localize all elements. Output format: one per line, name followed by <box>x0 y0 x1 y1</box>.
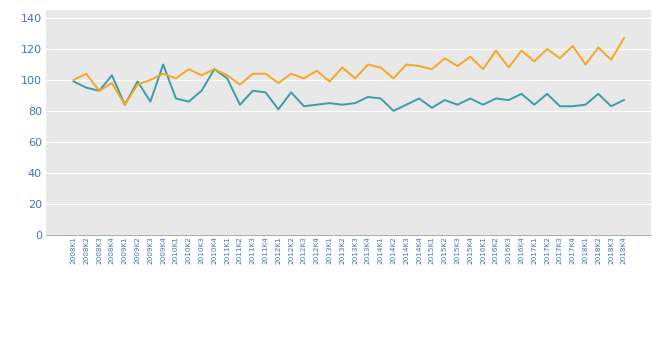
GDP <box>377 66 385 70</box>
Greenhouse gas emissions <box>415 97 423 101</box>
Line: GDP: GDP <box>74 38 624 105</box>
GDP <box>428 67 436 71</box>
GDP <box>556 56 564 60</box>
Greenhouse gas emissions <box>390 109 397 113</box>
GDP <box>441 56 449 60</box>
GDP <box>95 89 103 93</box>
Greenhouse gas emissions <box>223 76 231 80</box>
Greenhouse gas emissions <box>505 98 513 102</box>
GDP <box>403 62 411 67</box>
GDP <box>134 82 141 87</box>
Greenhouse gas emissions <box>185 99 193 104</box>
Greenhouse gas emissions <box>313 102 320 107</box>
Greenhouse gas emissions <box>274 107 282 111</box>
GDP <box>492 49 500 53</box>
GDP <box>147 78 155 82</box>
GDP <box>607 58 615 62</box>
GDP <box>70 78 78 82</box>
Greenhouse gas emissions <box>108 73 116 77</box>
Greenhouse gas emissions <box>441 98 449 102</box>
GDP <box>274 81 282 85</box>
GDP <box>505 66 513 70</box>
Greenhouse gas emissions <box>211 67 218 71</box>
GDP <box>467 55 474 59</box>
GDP <box>262 72 270 76</box>
GDP <box>185 67 193 71</box>
GDP <box>582 62 590 67</box>
Greenhouse gas emissions <box>326 101 334 105</box>
GDP <box>108 81 116 85</box>
GDP <box>569 44 576 48</box>
Greenhouse gas emissions <box>518 92 526 96</box>
GDP <box>249 72 257 76</box>
Greenhouse gas emissions <box>556 104 564 108</box>
Greenhouse gas emissions <box>582 102 590 107</box>
GDP <box>543 47 551 51</box>
Greenhouse gas emissions <box>492 97 500 101</box>
GDP <box>390 76 397 80</box>
Greenhouse gas emissions <box>543 92 551 96</box>
GDP <box>236 82 244 87</box>
GDP <box>300 76 308 80</box>
GDP <box>172 76 180 80</box>
Greenhouse gas emissions <box>338 102 346 107</box>
GDP <box>197 73 205 77</box>
Greenhouse gas emissions <box>620 98 628 102</box>
Greenhouse gas emissions <box>467 97 474 101</box>
GDP <box>223 73 231 77</box>
Greenhouse gas emissions <box>134 79 141 83</box>
GDP <box>530 59 538 63</box>
GDP <box>313 69 320 73</box>
Greenhouse gas emissions <box>607 104 615 108</box>
Greenhouse gas emissions <box>530 102 538 107</box>
GDP <box>594 46 602 50</box>
Greenhouse gas emissions <box>569 104 576 108</box>
Greenhouse gas emissions <box>364 95 372 99</box>
Greenhouse gas emissions <box>479 102 487 107</box>
Greenhouse gas emissions <box>147 99 155 104</box>
GDP <box>479 67 487 71</box>
Greenhouse gas emissions <box>172 97 180 101</box>
GDP <box>351 76 359 80</box>
Greenhouse gas emissions <box>351 101 359 105</box>
Greenhouse gas emissions <box>287 90 295 95</box>
GDP <box>364 62 372 67</box>
Greenhouse gas emissions <box>197 89 205 93</box>
Greenhouse gas emissions <box>236 102 244 107</box>
Greenhouse gas emissions <box>453 102 461 107</box>
Greenhouse gas emissions <box>377 97 385 101</box>
Greenhouse gas emissions <box>403 102 411 107</box>
GDP <box>338 66 346 70</box>
GDP <box>211 67 218 71</box>
Greenhouse gas emissions <box>121 102 129 107</box>
Greenhouse gas emissions <box>95 89 103 93</box>
Greenhouse gas emissions <box>428 106 436 110</box>
GDP <box>453 64 461 68</box>
GDP <box>82 72 90 76</box>
Greenhouse gas emissions <box>249 89 257 93</box>
GDP <box>620 36 628 40</box>
Greenhouse gas emissions <box>82 86 90 90</box>
Greenhouse gas emissions <box>70 79 78 83</box>
GDP <box>518 49 526 53</box>
GDP <box>326 79 334 83</box>
GDP <box>159 72 167 76</box>
Greenhouse gas emissions <box>159 62 167 67</box>
Line: Greenhouse gas emissions: Greenhouse gas emissions <box>74 65 624 111</box>
Greenhouse gas emissions <box>300 104 308 108</box>
GDP <box>121 102 129 107</box>
Greenhouse gas emissions <box>262 90 270 95</box>
Greenhouse gas emissions <box>594 92 602 96</box>
GDP <box>287 72 295 76</box>
GDP <box>415 64 423 68</box>
